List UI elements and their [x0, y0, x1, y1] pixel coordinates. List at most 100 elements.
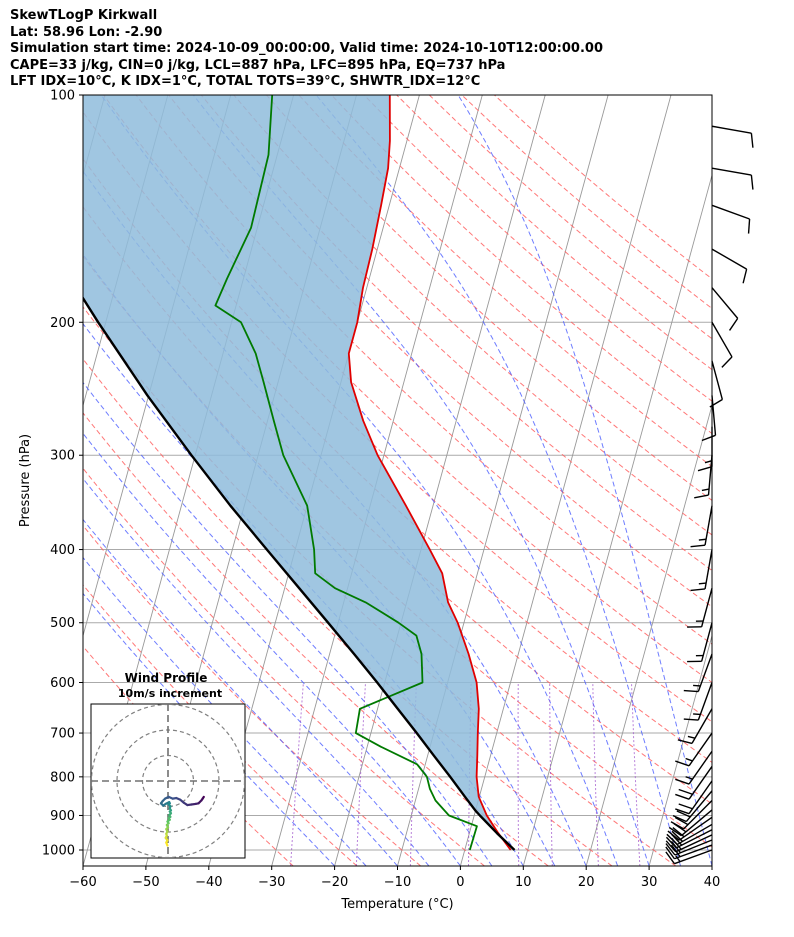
dry-adiabat: [83, 645, 294, 866]
wind-barb-flag: [721, 356, 733, 368]
parcel-path-line: [83, 296, 516, 851]
y-tick-label: 200: [50, 316, 75, 331]
wind-barb-staff: [677, 823, 713, 846]
hodograph-inset: Wind Profile 10m/s increment: [90, 671, 246, 859]
wind-barb: [690, 549, 713, 592]
header-line-indices: LFT IDX=10°C, K IDX=1°C, TOTAL TOTS=39°C…: [10, 74, 481, 89]
wind-barb-flag: [666, 833, 678, 845]
x-tick-label: −20: [321, 875, 348, 890]
wind-barb-flag: [665, 846, 675, 860]
wind-barb: [675, 766, 713, 800]
wind-barb-staff: [700, 622, 713, 662]
wind-barb-flag: [683, 718, 699, 721]
x-tick-label: 10: [515, 875, 532, 890]
wind-barb-half-flag: [685, 757, 693, 762]
header-line-station: SkewTLogP Kirkwall: [10, 8, 158, 23]
moist-adiabat: [83, 592, 335, 866]
wind-barb-flag: [701, 434, 716, 442]
dry-adiabat: [233, 95, 712, 536]
x-tick-label: −60: [69, 875, 96, 890]
y-tick-label: 800: [50, 770, 75, 785]
wind-barb-staff: [711, 204, 750, 220]
header-line-cape: CAPE=33 j/kg, CIN=0 j/kg, LCL=887 hPa, L…: [10, 57, 506, 73]
y-tick-label: 1000: [42, 844, 75, 859]
wind-barb-half-flag: [693, 684, 701, 687]
y-tick-label: 100: [50, 89, 75, 104]
moist-adiabat: [83, 170, 587, 866]
hodograph-subtitle: 10m/s increment: [118, 687, 222, 700]
wind-barb-staff: [711, 395, 717, 436]
wind-barb: [675, 780, 713, 815]
mixing-ratio-line: [355, 682, 366, 866]
dry-adiabat: [494, 95, 712, 280]
wind-barb-flag: [676, 810, 691, 818]
dewpoint-line: [214, 95, 478, 851]
wind-barb: [701, 395, 717, 442]
y-tick-label: 900: [50, 809, 75, 824]
wind-barb-flag: [747, 218, 751, 234]
wind-barb-staff: [675, 834, 713, 853]
wind-barb: [677, 708, 713, 745]
wind-barb: [711, 248, 748, 284]
x-tick-label: 0: [456, 875, 464, 890]
wind-barb-flag: [667, 830, 680, 841]
wind-barb-flag: [670, 821, 685, 830]
dry-adiabat: [428, 95, 712, 340]
x-tick-label: 20: [578, 875, 595, 890]
moist-adiabat: [192, 95, 650, 866]
isotherm-line: [585, 403, 712, 866]
mixing-ratio-line: [592, 682, 599, 866]
x-tick-label: −40: [195, 875, 222, 890]
wind-barb-staff: [688, 766, 713, 800]
temperature-line: [347, 95, 512, 851]
wind-barb-half-flag: [701, 488, 710, 492]
wind-barb: [711, 167, 754, 190]
wind-barb-staff: [674, 844, 713, 860]
wind-barb: [711, 125, 754, 148]
wind-barb-flag: [665, 840, 677, 853]
wind-barb: [675, 750, 713, 785]
wind-barb: [683, 682, 713, 721]
wind-barb: [672, 790, 713, 823]
x-tick-label: 40: [704, 875, 721, 890]
axes: −60 −50 −40 −30 −20 −10 0 10 20 30 40 1000 900 800 700…: [42, 89, 720, 891]
wind-barb-staff: [676, 829, 713, 849]
wind-barb-flag: [665, 851, 675, 865]
wind-barb: [687, 622, 713, 663]
isotherm-line: [648, 634, 712, 866]
hodograph-title: Wind Profile: [125, 671, 208, 685]
dry-adiabat: [461, 95, 712, 310]
wind-barb-half-flag: [687, 735, 696, 739]
wind-barb: [711, 321, 733, 368]
wind-barb: [683, 653, 713, 693]
wind-barb: [670, 800, 713, 830]
y-tick-label: 700: [50, 727, 75, 742]
moist-adiabat: [457, 95, 712, 866]
moist-adiabat: [83, 381, 493, 866]
wind-barb-half-flag: [698, 538, 707, 541]
wind-barb-flag: [690, 544, 706, 548]
hodograph-plot: [91, 704, 245, 858]
dry-adiabat: [103, 95, 712, 684]
isotherm-line: [459, 95, 672, 866]
wind-barb-staff: [674, 849, 713, 865]
wind-barb-staff: [685, 790, 713, 822]
wind-barb-flag: [697, 466, 713, 472]
wind-barb-flag: [728, 317, 739, 331]
wind-barb-staff: [711, 321, 733, 358]
wind-barb-staff: [711, 360, 724, 400]
wind-barb-staff: [711, 248, 747, 270]
dry-adiabat: [298, 95, 712, 468]
wind-barb-staff: [691, 708, 713, 744]
x-tick-label: −50: [132, 875, 159, 890]
wind-barb-flag: [678, 803, 693, 810]
wind-barb-flag: [675, 778, 690, 785]
wind-barb-flag: [678, 788, 693, 795]
wind-barb: [711, 204, 751, 234]
x-tick-label: 30: [641, 875, 658, 890]
wind-barb-staff: [680, 809, 713, 837]
isotherm-line: [334, 95, 546, 866]
wind-barb: [675, 732, 713, 767]
hodograph-trace-segment: [165, 841, 169, 847]
